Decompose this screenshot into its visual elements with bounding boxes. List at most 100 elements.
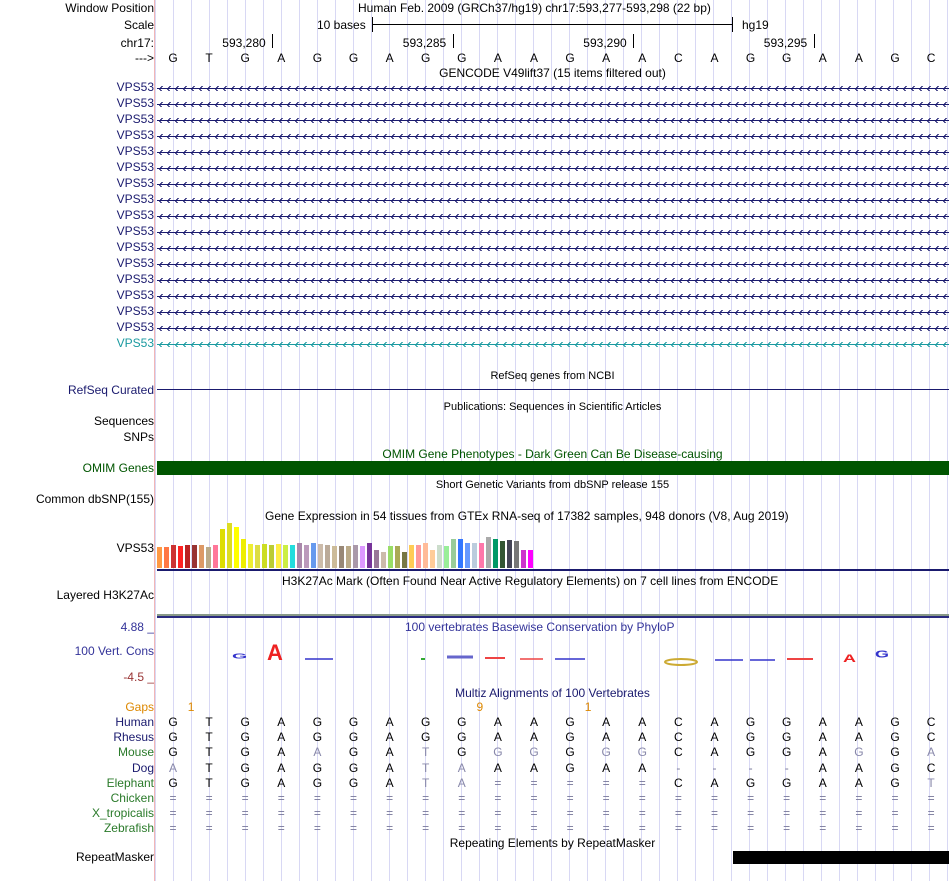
refseq-transcript[interactable] <box>157 389 949 390</box>
gene-transcript-line[interactable] <box>157 310 949 315</box>
gtex-bar[interactable] <box>416 545 421 568</box>
gtex-bar[interactable] <box>423 543 428 568</box>
gene-label[interactable]: VPS53 <box>116 304 154 318</box>
gene-transcript-line[interactable] <box>157 134 949 139</box>
gene-transcript-line[interactable] <box>157 342 949 347</box>
repeat-element-bar[interactable] <box>733 851 949 864</box>
gtex-bar[interactable] <box>192 545 197 568</box>
gtex-bar[interactable] <box>395 546 400 568</box>
gene-transcript-line[interactable] <box>157 230 949 235</box>
gtex-bar[interactable] <box>318 544 323 568</box>
gene-label[interactable]: VPS53 <box>116 128 154 142</box>
gene-label[interactable]: VPS53 <box>116 208 154 222</box>
gtex-bar[interactable] <box>206 547 211 568</box>
gene-label[interactable]: VPS53 <box>116 176 154 190</box>
gtex-bar[interactable] <box>360 546 365 568</box>
omim-label[interactable]: OMIM Genes <box>82 461 154 475</box>
gene-transcript-line[interactable] <box>157 118 949 123</box>
gtex-bar[interactable] <box>514 541 519 568</box>
gtex-bar[interactable] <box>276 544 281 568</box>
gtex-bar[interactable] <box>500 541 505 568</box>
gtex-bar-chart[interactable] <box>157 523 537 568</box>
gtex-bar[interactable] <box>283 545 288 568</box>
gene-transcript-line[interactable] <box>157 214 949 219</box>
omim-gene-bar[interactable] <box>157 461 949 475</box>
species-label[interactable]: X_tropicalis <box>91 806 154 821</box>
gene-transcript-line[interactable] <box>157 182 949 187</box>
gene-transcript-line[interactable] <box>157 102 949 107</box>
repeatmasker-label[interactable]: RepeatMasker <box>75 850 154 864</box>
gene-label[interactable]: VPS53 <box>116 96 154 110</box>
gene-transcript-line[interactable] <box>157 262 949 267</box>
species-label[interactable]: Elephant <box>106 775 154 790</box>
gtex-bar[interactable] <box>325 545 330 568</box>
gtex-bar[interactable] <box>262 544 267 568</box>
dbsnp-label[interactable]: Common dbSNP(155) <box>35 492 154 506</box>
gene-label[interactable]: VPS53 <box>116 80 154 94</box>
gene-transcript-line[interactable] <box>157 198 949 203</box>
gtex-bar[interactable] <box>157 547 162 568</box>
gtex-bar[interactable] <box>367 543 372 568</box>
species-label[interactable]: Zebrafish <box>103 821 154 836</box>
gtex-bar[interactable] <box>220 529 225 568</box>
h3k27-label[interactable]: Layered H3K27Ac <box>56 588 154 602</box>
gtex-bar[interactable] <box>255 545 260 568</box>
gtex-bar[interactable] <box>346 546 351 568</box>
gene-label[interactable]: VPS53 <box>116 192 154 206</box>
gtex-bar[interactable] <box>437 545 442 568</box>
gtex-bar[interactable] <box>465 543 470 568</box>
gene-transcript-line[interactable] <box>157 294 949 299</box>
gtex-bar[interactable] <box>234 527 239 568</box>
gtex-label[interactable]: VPS53 <box>116 541 154 555</box>
gtex-bar[interactable] <box>486 537 491 568</box>
gene-label[interactable]: VPS53 <box>116 256 154 270</box>
cons-label[interactable]: 100 Vert. Cons <box>74 644 154 658</box>
gene-label[interactable]: VPS53 <box>116 144 154 158</box>
gene-transcript-line[interactable] <box>157 326 949 331</box>
gtex-bar[interactable] <box>402 552 407 568</box>
gene-label[interactable]: VPS53 <box>116 288 154 302</box>
gtex-bar[interactable] <box>409 545 414 568</box>
gtex-bar[interactable] <box>178 546 183 568</box>
gtex-bar[interactable] <box>297 543 302 568</box>
gtex-bar[interactable] <box>269 545 274 568</box>
species-label[interactable]: Human <box>115 715 154 729</box>
gene-label[interactable]: VPS53 <box>116 160 154 174</box>
gene-transcript-line[interactable] <box>157 86 949 91</box>
gene-label[interactable]: VPS53 <box>116 336 154 350</box>
species-label[interactable]: Chicken <box>110 791 154 805</box>
gtex-bar[interactable] <box>339 546 344 568</box>
gtex-bar[interactable] <box>199 545 204 568</box>
gene-label[interactable]: VPS53 <box>116 240 154 254</box>
gtex-bar[interactable] <box>241 539 246 568</box>
species-label[interactable]: Rhesus <box>113 730 154 745</box>
gtex-bar[interactable] <box>311 543 316 568</box>
gtex-bar[interactable] <box>507 540 512 568</box>
gtex-bar[interactable] <box>472 543 477 568</box>
gtex-bar[interactable] <box>528 550 533 568</box>
gene-transcript-line[interactable] <box>157 150 949 155</box>
gtex-bar[interactable] <box>381 552 386 568</box>
gtex-bar[interactable] <box>213 545 218 568</box>
species-label[interactable]: Mouse <box>117 745 154 760</box>
gene-label[interactable]: VPS53 <box>116 224 154 238</box>
gtex-bar[interactable] <box>374 550 379 568</box>
gtex-bar[interactable] <box>227 523 232 568</box>
gene-label[interactable]: VPS53 <box>116 112 154 126</box>
snps-label[interactable]: SNPs <box>123 430 154 444</box>
gtex-bar[interactable] <box>493 539 498 568</box>
phylop-logo[interactable]: G A A G <box>155 642 950 672</box>
gene-transcript-line[interactable] <box>157 246 949 251</box>
gtex-bar[interactable] <box>290 545 295 568</box>
refseq-label[interactable]: RefSeq Curated <box>67 383 154 397</box>
gtex-bar[interactable] <box>458 539 463 568</box>
gtex-bar[interactable] <box>430 550 435 568</box>
gene-transcript-line[interactable] <box>157 278 949 283</box>
gene-label[interactable]: VPS53 <box>116 272 154 286</box>
gtex-bar[interactable] <box>171 545 176 568</box>
gtex-bar[interactable] <box>248 544 253 568</box>
gtex-bar[interactable] <box>304 545 309 568</box>
species-label[interactable]: Dog <box>131 760 154 775</box>
h3k27-signal[interactable] <box>157 614 949 616</box>
gtex-bar[interactable] <box>332 546 337 568</box>
